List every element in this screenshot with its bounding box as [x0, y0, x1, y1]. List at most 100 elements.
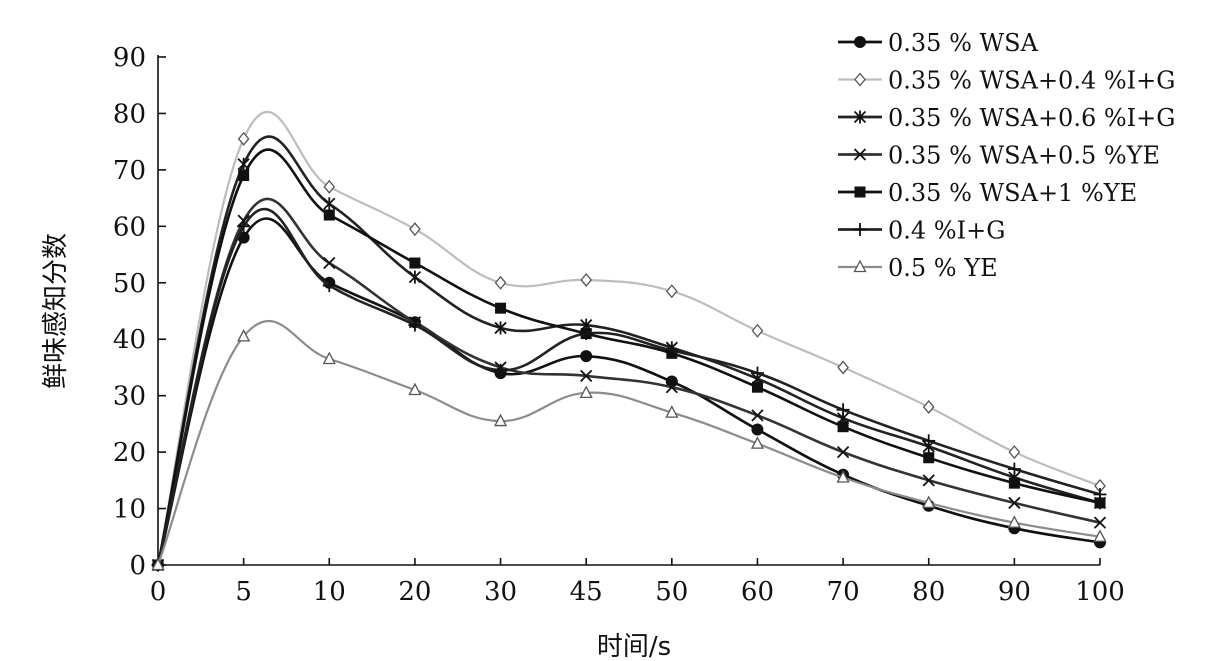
legend-marker	[853, 110, 867, 124]
legend-label: 0.35 % WSA+0.5 %YE	[888, 142, 1160, 170]
series-line	[156, 320, 1102, 567]
series-line	[156, 148, 1102, 567]
data-point	[1093, 487, 1107, 501]
data-point	[1093, 516, 1107, 529]
data-point	[408, 382, 422, 396]
legend-marker	[854, 186, 866, 198]
data-point	[751, 423, 764, 436]
data-point	[494, 275, 507, 290]
data-point	[322, 351, 336, 365]
x-tick-label: 0	[150, 577, 167, 607]
data-point	[323, 209, 335, 221]
x-tick-label: 5	[235, 577, 252, 607]
data-point	[836, 445, 850, 459]
data-point	[922, 495, 936, 509]
legend-label: 0.35 % WSA+0.6 %I+G	[888, 104, 1175, 132]
legend-item: 0.5 % YE	[838, 254, 998, 282]
series-5	[152, 148, 1106, 571]
legend-marker	[853, 223, 867, 236]
series-2	[152, 110, 1106, 573]
data-point	[665, 381, 678, 394]
data-point	[494, 363, 508, 377]
data-point	[1008, 496, 1021, 510]
data-point	[922, 434, 936, 448]
data-point	[837, 360, 849, 375]
legend-item: 0.4 %I+G	[838, 217, 1005, 245]
legend-item: 0.35 % WSA+0.5 %YE	[838, 142, 1160, 170]
legend-marker	[853, 259, 867, 273]
data-point	[151, 557, 165, 571]
data-point	[580, 369, 593, 383]
x-tick-label: 60	[741, 577, 774, 607]
x-axis-title: 时间/s	[597, 632, 671, 661]
data-point	[1007, 515, 1021, 528]
legend-item: 0.35 % WSA+0.4 %I+G	[838, 67, 1175, 95]
data-point	[495, 302, 507, 314]
data-point	[323, 256, 336, 270]
data-point	[1007, 462, 1021, 476]
x-tick-label: 90	[998, 577, 1031, 607]
legend-marker	[854, 72, 866, 87]
data-point	[751, 409, 764, 422]
data-point	[408, 318, 422, 332]
data-point	[323, 179, 336, 194]
data-point	[750, 366, 764, 380]
x-tick-label: 45	[570, 577, 603, 607]
legend: 0.35 % WSA 0.35 % WSA+0.4 %I+G 0.35 % WSA+…	[838, 29, 1175, 282]
data-point	[580, 272, 593, 287]
data-point	[922, 399, 935, 414]
data-point	[409, 257, 421, 269]
data-point	[751, 323, 764, 338]
data-point	[237, 131, 250, 146]
x-tick-label: 80	[912, 577, 945, 607]
y-tick-label: 20	[113, 438, 146, 468]
data-point	[665, 344, 679, 358]
data-point	[922, 474, 935, 487]
y-tick-label: 90	[113, 43, 146, 73]
legend-label: 0.35 % WSA	[888, 29, 1039, 57]
y-tick-label: 50	[113, 269, 146, 299]
data-point	[836, 470, 850, 483]
data-point	[1008, 477, 1020, 489]
series-7	[151, 320, 1107, 571]
data-point	[494, 321, 507, 335]
data-point	[751, 381, 763, 393]
y-tick-label: 70	[113, 156, 146, 186]
data-point	[1093, 529, 1107, 542]
legend-marker	[853, 148, 867, 161]
y-ticks: 0 10 20 30 40 50 60 70 80 90	[113, 43, 166, 581]
data-point	[580, 350, 593, 363]
x-tick-label: 70	[827, 577, 860, 607]
y-tick-label: 30	[113, 382, 146, 412]
data-point	[238, 170, 250, 182]
data-point	[750, 436, 765, 449]
legend-label: 0.35 % WSA+0.4 %I+G	[888, 67, 1175, 95]
legend-item: 0.35 % WSA+1 %YE	[838, 179, 1137, 207]
data-point	[579, 385, 593, 398]
y-tick-label: 60	[113, 212, 146, 242]
data-point	[322, 279, 336, 293]
y-tick-label: 40	[113, 325, 146, 355]
data-point	[1008, 445, 1021, 460]
data-point	[493, 413, 508, 427]
data-point	[665, 405, 679, 418]
data-point	[579, 327, 593, 341]
data-point	[323, 197, 336, 211]
data-point	[237, 219, 251, 233]
y-tick-label: 80	[113, 99, 146, 129]
data-point	[409, 222, 421, 237]
series-layer	[151, 110, 1107, 573]
legend-item: 0.35 % WSA+0.6 %I+G	[838, 104, 1175, 132]
data-point	[1094, 497, 1106, 509]
data-point	[836, 403, 850, 417]
legend-item: 0.35 % WSA	[838, 29, 1039, 57]
legend-label: 0.35 % WSA+1 %YE	[888, 179, 1137, 207]
x-tick-label: 10	[313, 577, 346, 607]
x-tick-label: 20	[398, 577, 431, 607]
axes	[157, 55, 1100, 566]
legend-label: 0.4 %I+G	[888, 217, 1005, 245]
x-tick-label: 30	[484, 577, 517, 607]
data-point	[408, 270, 422, 284]
